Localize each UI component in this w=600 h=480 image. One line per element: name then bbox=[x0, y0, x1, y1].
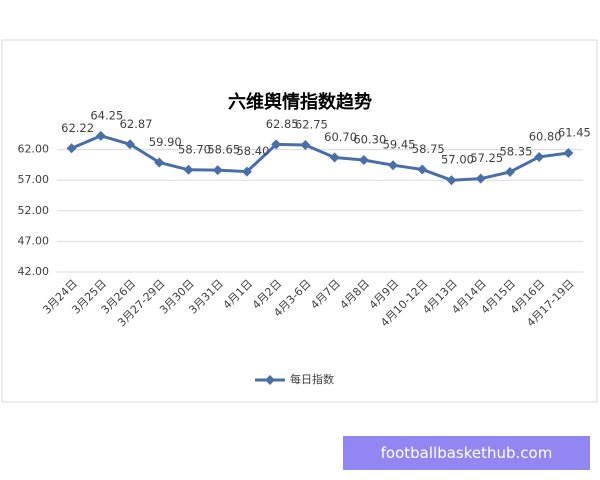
data-label: 58.75 bbox=[412, 142, 445, 156]
data-label: 59.90 bbox=[149, 135, 182, 149]
data-point bbox=[271, 139, 282, 150]
data-label: 58.70 bbox=[178, 142, 211, 156]
data-label: 58.65 bbox=[207, 143, 240, 157]
data-point bbox=[417, 164, 428, 175]
data-label: 58.40 bbox=[236, 144, 269, 158]
y-tick-label: 52.00 bbox=[18, 204, 50, 217]
data-point bbox=[95, 130, 106, 141]
data-label: 64.25 bbox=[90, 108, 123, 122]
legend-label: 每日指数 bbox=[290, 372, 334, 386]
legend-marker bbox=[265, 375, 275, 385]
data-point bbox=[504, 166, 515, 177]
data-label: 62.87 bbox=[120, 117, 153, 131]
data-point bbox=[329, 152, 340, 163]
data-point bbox=[125, 139, 136, 150]
data-label: 57.25 bbox=[470, 151, 503, 165]
data-point bbox=[66, 143, 77, 154]
data-label: 59.45 bbox=[383, 138, 416, 152]
data-label: 60.30 bbox=[353, 133, 386, 147]
data-label: 60.80 bbox=[529, 129, 562, 143]
data-label: 58.35 bbox=[499, 144, 532, 158]
chart-frame bbox=[1, 39, 598, 403]
data-point bbox=[446, 175, 457, 186]
watermark: footballbaskethub.com bbox=[343, 436, 590, 470]
data-label: 57.00 bbox=[441, 153, 474, 167]
data-label: 62.75 bbox=[295, 118, 328, 132]
data-label: 60.70 bbox=[324, 130, 357, 144]
chart-title: 六维舆情指数趋势 bbox=[228, 91, 372, 113]
data-point bbox=[183, 164, 194, 175]
data-point bbox=[241, 166, 252, 177]
data-point bbox=[358, 155, 369, 166]
series-line bbox=[71, 134, 569, 182]
data-label: 62.22 bbox=[61, 121, 94, 135]
y-tick-label: 42.00 bbox=[18, 265, 50, 278]
data-point bbox=[534, 151, 545, 162]
data-point bbox=[563, 147, 574, 158]
data-point bbox=[212, 165, 223, 176]
data-point bbox=[154, 157, 165, 168]
data-point bbox=[388, 160, 399, 171]
y-tick-label: 57.00 bbox=[18, 173, 50, 186]
y-tick-label: 62.00 bbox=[18, 143, 50, 156]
data-point bbox=[300, 140, 311, 151]
data-label: 62.85 bbox=[266, 117, 299, 131]
y-tick-label: 47.00 bbox=[18, 234, 50, 247]
data-label: 61.45 bbox=[558, 125, 591, 139]
data-point bbox=[475, 173, 486, 184]
